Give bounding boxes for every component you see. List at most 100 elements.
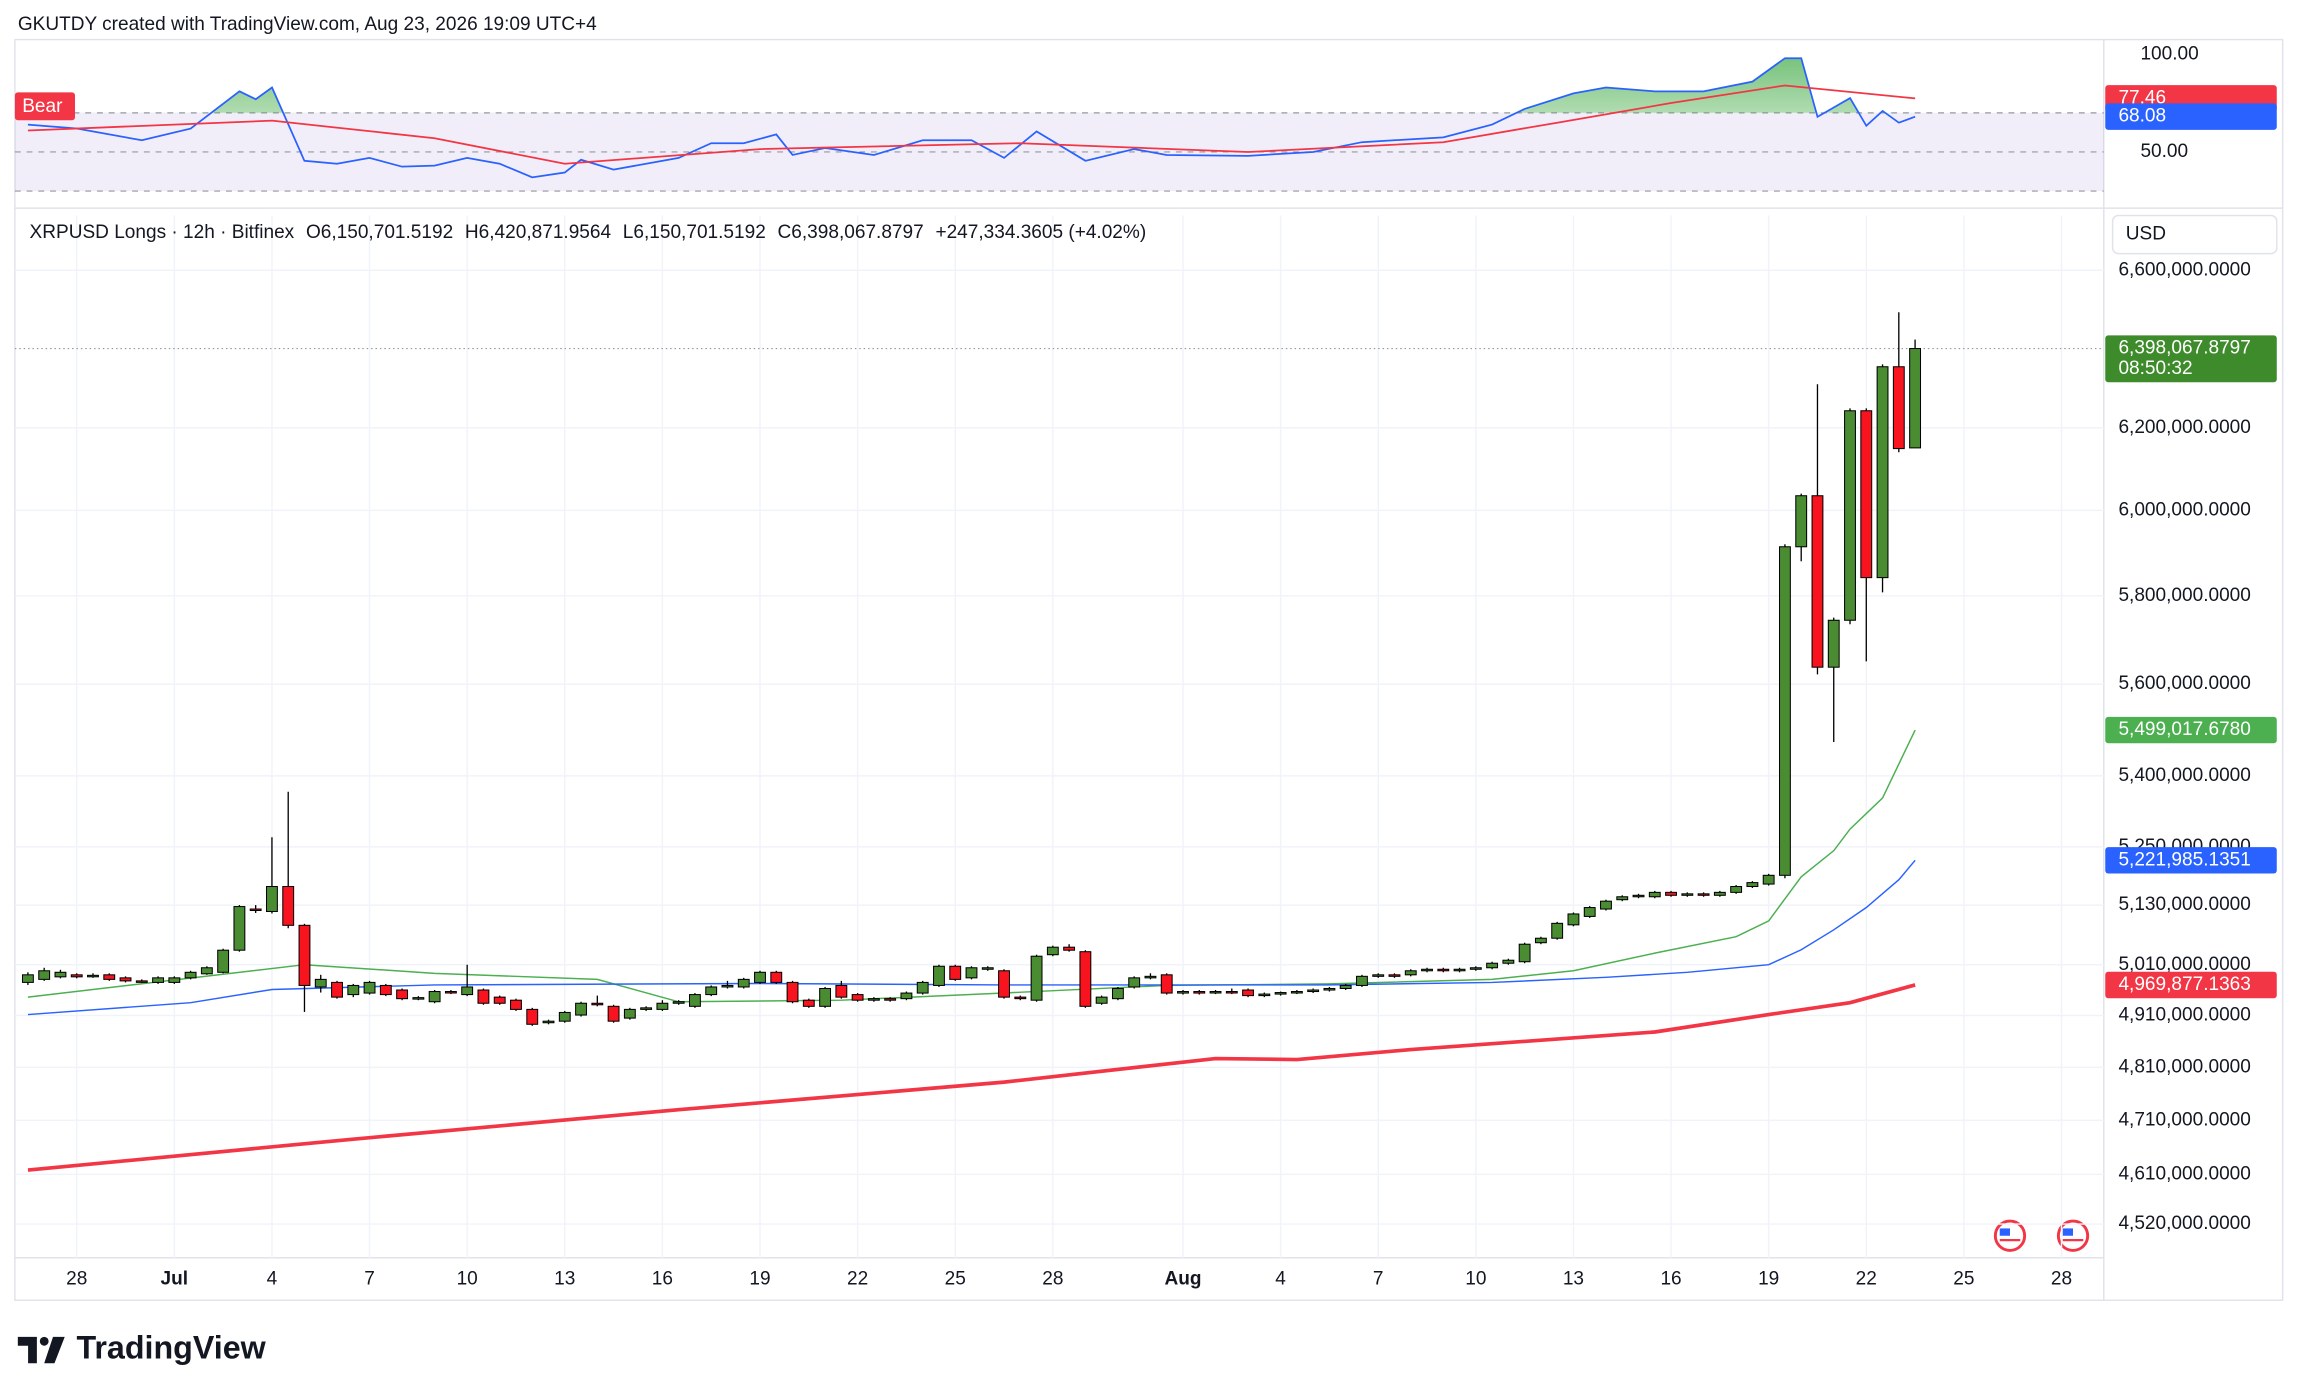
moving-average	[27, 859, 1916, 1016]
candle-body	[526, 1008, 539, 1025]
legend-key: L	[623, 222, 634, 243]
y-tick-label: 100.00	[2140, 43, 2198, 64]
candle-body	[721, 984, 734, 988]
candle-body	[998, 970, 1010, 998]
price-badge-label: 5,499,017.6780	[2118, 719, 2250, 740]
signal-badge	[14, 92, 75, 121]
currency-box[interactable]	[2111, 214, 2278, 255]
legend-symbol: XRPUSD Longs · 12h · Bitfinex	[30, 222, 295, 243]
candle-body	[1111, 987, 1124, 1000]
logo-slash	[44, 1336, 65, 1364]
candle-body	[640, 1007, 653, 1010]
price-badge-label: 6,398,067.8797	[2118, 338, 2250, 359]
price-badge-label: 68.08	[2118, 106, 2166, 127]
x-tick-label: 25	[945, 1269, 966, 1290]
candle-body	[1632, 894, 1645, 898]
candle-body	[965, 967, 978, 979]
flag-canton	[1999, 1228, 2010, 1236]
legend-key: C	[778, 222, 792, 243]
price-badge	[2105, 103, 2277, 130]
candle-body	[217, 949, 230, 973]
candle-body	[1795, 495, 1808, 548]
y-tick-label: 5,600,000.0000	[2118, 673, 2250, 694]
candle-body	[477, 989, 490, 1004]
candle-body	[1160, 974, 1173, 994]
candle-body	[379, 984, 392, 996]
candle-body	[1339, 984, 1352, 990]
y-tick-label: 50.00	[2140, 141, 2188, 162]
attribution: GKUTDY created with TradingView.com, Aug…	[18, 14, 597, 35]
candle-body	[1762, 874, 1775, 885]
candle-body	[1534, 937, 1547, 944]
candle-body	[786, 981, 799, 1003]
candle-body	[1323, 987, 1336, 991]
candle-body	[1079, 951, 1092, 1007]
rsi-line	[27, 57, 1916, 179]
x-tick-label: 7	[1373, 1269, 1384, 1290]
currency[interactable]: USD	[2126, 224, 2166, 245]
candle-body	[770, 971, 783, 983]
logo-mark	[17, 1336, 37, 1364]
price-badge	[2105, 335, 2277, 383]
candle-body	[1730, 885, 1743, 893]
overbought-fill	[27, 58, 1916, 113]
candle-body	[1209, 991, 1222, 994]
candle-body	[558, 1011, 571, 1022]
candle-body	[607, 1005, 620, 1022]
y-tick-label: 5,800,000.0000	[2118, 585, 2250, 606]
candle-body	[1144, 975, 1157, 979]
y-tick-label: 6,600,000.0000	[2118, 259, 2250, 280]
candle-body	[1046, 946, 1059, 956]
x-tick-label: Jul	[161, 1269, 189, 1290]
candle-body	[1356, 975, 1368, 986]
legend-value: 6,398,067.8797	[791, 222, 923, 243]
flag-icon[interactable]	[1993, 1219, 2027, 1252]
price-badge	[2105, 716, 2277, 744]
candle-body	[1811, 495, 1824, 668]
legend-key: H	[465, 222, 479, 243]
candle-body	[754, 971, 766, 983]
x-tick-label: 22	[1856, 1269, 1877, 1290]
x-tick-label: 28	[1042, 1269, 1063, 1290]
candle-body	[54, 971, 67, 978]
price-badge-label: 77.46	[2118, 87, 2166, 108]
flag-icon[interactable]	[2056, 1219, 2090, 1252]
candle-body	[331, 981, 343, 998]
moving-average	[27, 729, 1916, 1003]
candle-body	[1746, 882, 1759, 888]
candle-body	[542, 1020, 555, 1024]
candle-body	[1437, 968, 1450, 972]
x-tick-label: Aug	[1164, 1269, 1201, 1290]
x-tick-label: 10	[457, 1269, 478, 1290]
x-tick-label: 19	[1758, 1269, 1779, 1290]
candle-body	[688, 994, 701, 1007]
candle-body	[916, 981, 929, 994]
price-badge-countdown: 08:50:32	[2118, 358, 2192, 379]
legend-value: 6,150,701.5192	[633, 222, 765, 243]
candle-body	[1258, 993, 1271, 997]
y-tick-label: 4,710,000.0000	[2118, 1109, 2250, 1130]
candle-body	[1225, 991, 1238, 994]
candle-body	[737, 978, 750, 988]
x-tick-label: 28	[2051, 1269, 2072, 1290]
candle-body	[1486, 962, 1499, 969]
candle-body	[1014, 996, 1027, 1000]
legend-change: +247,334.3605 (+4.02%)	[935, 222, 1146, 243]
x-tick-label: 16	[1660, 1269, 1681, 1290]
candle-body	[1909, 348, 1922, 449]
candle-body	[933, 965, 945, 986]
frame	[14, 38, 2284, 1301]
candle-body	[1551, 922, 1564, 939]
candle-body	[575, 1002, 587, 1016]
candle-body	[200, 967, 213, 975]
candle-body	[884, 998, 897, 1001]
candle-body	[949, 965, 962, 980]
candle-body	[412, 997, 425, 1000]
x-tick-label: 4	[267, 1269, 278, 1290]
candle-body	[1372, 974, 1385, 977]
legend: XRPUSD Longs · 12h · Bitfinex O 6,150,701.…	[30, 222, 1147, 243]
candle-body	[851, 994, 864, 1001]
candle-body	[510, 999, 522, 1010]
legend-key: O	[306, 222, 321, 243]
